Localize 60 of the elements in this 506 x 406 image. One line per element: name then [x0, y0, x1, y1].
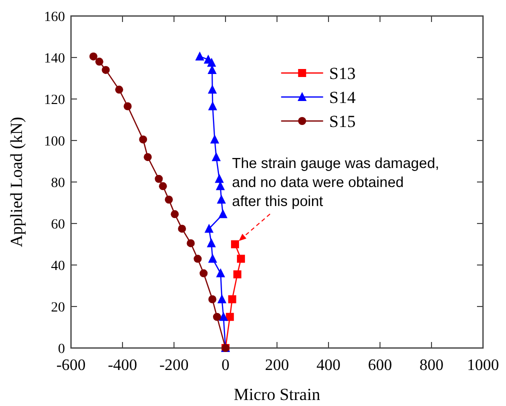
point: [102, 66, 110, 74]
point: [178, 224, 186, 233]
point: [236, 254, 245, 263]
point: [212, 152, 221, 162]
point: [228, 295, 236, 304]
y-tick-label: 160: [44, 10, 65, 25]
point: [218, 209, 228, 218]
point: [144, 153, 152, 162]
point: [231, 240, 240, 248]
point: [208, 84, 217, 94]
point: [216, 194, 226, 204]
y-tick-label: 40: [51, 259, 65, 274]
point: [213, 312, 222, 321]
point: [158, 182, 167, 190]
x-tick-label: -200: [159, 357, 189, 374]
point: [95, 58, 104, 66]
x-tick-label: -400: [108, 357, 138, 374]
point: [139, 135, 148, 144]
annotation: The strain gauge was damaged, and no data were obtained after this point: [232, 156, 440, 210]
point: [164, 196, 173, 204]
x-tick-label: 400: [316, 357, 340, 374]
point: [200, 269, 208, 278]
y-tick-label: 80: [51, 176, 65, 191]
point: [233, 270, 242, 278]
x-tick-label: 600: [368, 357, 392, 374]
point: [217, 294, 226, 304]
point: [89, 52, 98, 60]
x-tick-label: 0: [222, 357, 230, 374]
point: [208, 254, 218, 263]
point: [195, 51, 204, 60]
x-tick-label: -600: [56, 357, 86, 374]
x-tick-label: 800: [420, 357, 444, 374]
point: [226, 312, 234, 321]
y-tick-label: 140: [44, 52, 65, 66]
point: [115, 86, 124, 94]
legend-label: S15: [329, 112, 356, 131]
y-tick-label: 120: [44, 93, 65, 108]
point: [218, 312, 228, 321]
point: [210, 134, 220, 144]
point: [124, 102, 132, 110]
y-axis-title: Applied Load (kN): [7, 116, 26, 248]
point: [204, 224, 214, 233]
point: [170, 210, 179, 218]
x-axis-title: Micro Strain: [234, 385, 321, 404]
point: [206, 238, 216, 248]
point: [214, 174, 224, 183]
y-tick-label: 20: [51, 300, 65, 316]
x-tick-label: 1000: [467, 357, 499, 374]
point: [194, 254, 202, 263]
legend-label: S13: [329, 64, 356, 83]
point: [216, 268, 226, 278]
point: [208, 101, 218, 110]
y-tick-label: 0: [58, 342, 65, 357]
legend-label: S14: [329, 88, 356, 107]
point: [208, 295, 216, 304]
point: [154, 174, 163, 183]
y-tick-label: 60: [51, 218, 65, 232]
x-tick-label: 200: [265, 357, 289, 374]
point: [186, 239, 195, 248]
y-tick-label: 100: [44, 134, 65, 150]
